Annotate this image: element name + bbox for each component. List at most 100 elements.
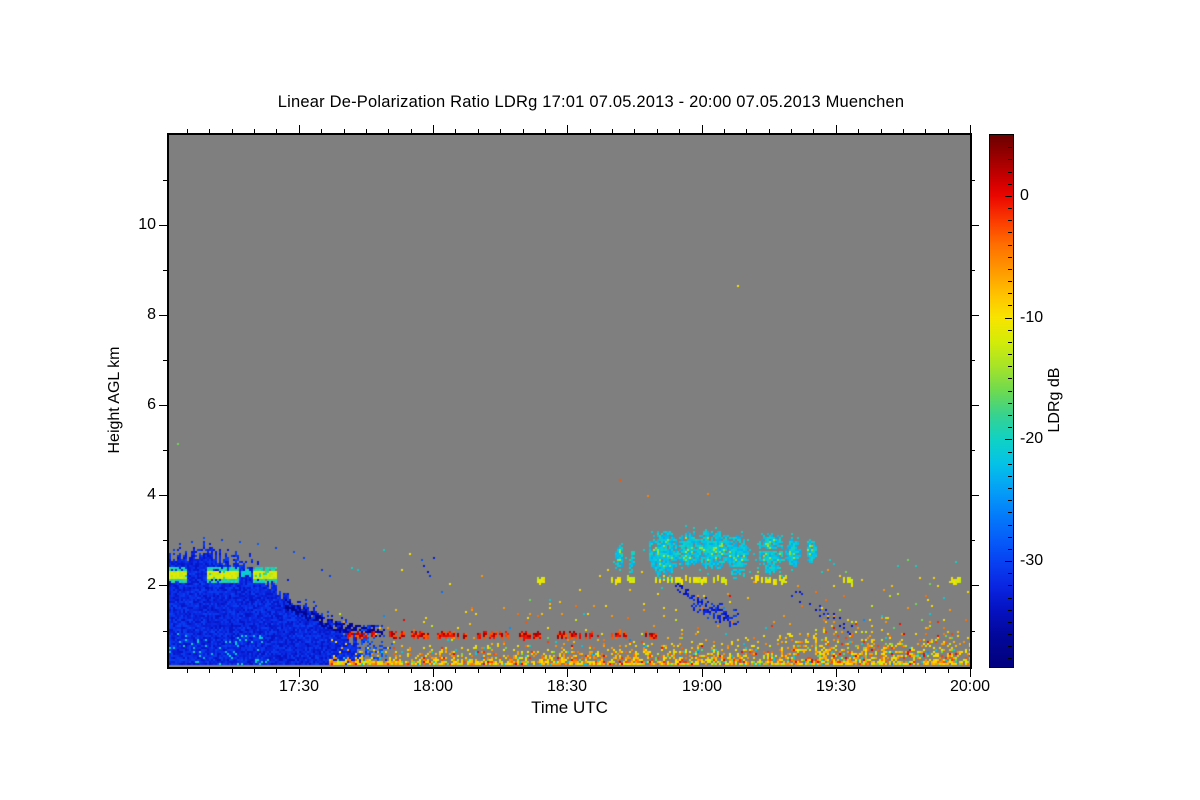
colorbar-tick [1008, 415, 1012, 416]
x-tick-top [254, 129, 255, 133]
colorbar-tick [1005, 439, 1012, 440]
colorbar-tick [1008, 269, 1012, 270]
x-tick-bottom [523, 669, 524, 673]
x-tick-bottom [925, 669, 926, 673]
y-tick-right [971, 225, 979, 226]
x-tick-top [858, 129, 859, 133]
x-tick-top [321, 129, 322, 133]
colorbar-tick [1008, 452, 1012, 453]
x-tick-label: 18:30 [546, 678, 588, 695]
colorbar-gradient [989, 134, 1014, 668]
y-tick-left [163, 360, 167, 361]
x-tick-label: 17:30 [278, 678, 320, 695]
x-tick-top [724, 129, 725, 133]
x-tick-bottom [970, 669, 971, 677]
x-tick-top [411, 129, 412, 133]
y-tick-left [159, 405, 167, 406]
x-tick-top [187, 129, 188, 133]
y-tick-right [971, 585, 979, 586]
y-tick-right [971, 315, 979, 316]
x-tick-bottom [388, 669, 389, 673]
x-tick-bottom [567, 669, 568, 677]
colorbar-tick [1008, 391, 1012, 392]
x-tick-bottom [478, 669, 479, 673]
x-tick-top [836, 125, 837, 133]
chart-title: Linear De-Polarization Ratio LDRg 17:01 … [277, 93, 905, 111]
x-tick-top [567, 125, 568, 133]
heatmap-canvas [169, 135, 970, 667]
x-tick-bottom [590, 669, 591, 673]
colorbar-tick [1008, 573, 1012, 574]
x-tick-top [545, 129, 546, 133]
x-tick-top [657, 129, 658, 133]
y-tick-label: 4 [147, 486, 156, 503]
y-tick-left [159, 225, 167, 226]
x-tick-bottom [455, 669, 456, 673]
y-tick-right [971, 180, 975, 181]
colorbar-tick [1008, 488, 1012, 489]
x-tick-top [276, 129, 277, 133]
y-tick-left [163, 540, 167, 541]
x-tick-top [679, 129, 680, 133]
x-tick-label: 20:00 [949, 678, 991, 695]
colorbar-tick [1008, 500, 1012, 501]
x-tick-top [455, 129, 456, 133]
x-tick-top [478, 129, 479, 133]
x-tick-top [903, 129, 904, 133]
colorbar-tick [1008, 208, 1012, 209]
x-tick-bottom [321, 669, 322, 673]
colorbar-tick [1008, 293, 1012, 294]
colorbar-tick [1008, 281, 1012, 282]
x-tick-bottom [232, 669, 233, 673]
y-tick-right [971, 631, 975, 632]
colorbar-tick [1008, 245, 1012, 246]
x-tick-bottom [254, 669, 255, 673]
colorbar-tick [1008, 549, 1012, 550]
y-tick-right [971, 360, 975, 361]
colorbar-tick [1008, 378, 1012, 379]
x-tick-top [702, 125, 703, 133]
colorbar-tick [1008, 147, 1012, 148]
x-tick-top [590, 129, 591, 133]
colorbar-tick [1008, 342, 1012, 343]
x-tick-label: 18:00 [412, 678, 454, 695]
x-tick-bottom [769, 669, 770, 673]
x-tick-bottom [702, 669, 703, 677]
x-tick-bottom [209, 669, 210, 673]
x-tick-top [344, 129, 345, 133]
colorbar-tick [1008, 220, 1012, 221]
x-tick-top [500, 129, 501, 133]
colorbar-tick [1008, 464, 1012, 465]
colorbar-label: LDRg dB [1046, 367, 1063, 433]
y-tick-label: 10 [138, 216, 156, 233]
colorbar-tick [1008, 537, 1012, 538]
colorbar-tick [1008, 646, 1012, 647]
x-tick-top [388, 129, 389, 133]
colorbar-tick [1008, 525, 1012, 526]
x-tick-bottom [500, 669, 501, 673]
colorbar-tick [1005, 318, 1012, 319]
x-tick-top [948, 129, 949, 133]
colorbar-tick [1008, 257, 1012, 258]
colorbar-tick [1008, 476, 1012, 477]
y-tick-left [159, 495, 167, 496]
x-tick-bottom [858, 669, 859, 673]
x-tick-top [881, 129, 882, 133]
x-tick-top [970, 125, 971, 133]
colorbar-tick [1008, 172, 1012, 173]
x-tick-bottom [187, 669, 188, 673]
x-tick-bottom [813, 669, 814, 673]
x-tick-bottom [881, 669, 882, 673]
x-tick-bottom [903, 669, 904, 673]
y-tick-right [971, 270, 975, 271]
y-tick-label: 8 [147, 306, 156, 323]
colorbar-tick [1008, 403, 1012, 404]
x-tick-label: 19:30 [815, 678, 857, 695]
x-tick-bottom [366, 669, 367, 673]
x-tick-bottom [791, 669, 792, 673]
y-tick-left [159, 585, 167, 586]
x-tick-label: 19:00 [681, 678, 723, 695]
x-tick-top [299, 125, 300, 133]
x-tick-bottom [299, 669, 300, 677]
y-tick-label: 6 [147, 396, 156, 413]
